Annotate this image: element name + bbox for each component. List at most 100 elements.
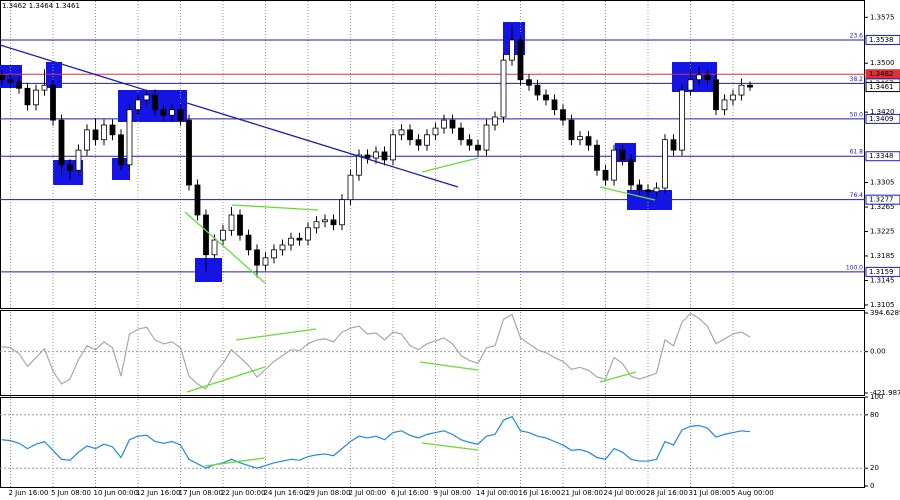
candle-body xyxy=(67,164,73,171)
candle-body xyxy=(670,139,677,151)
candle-body xyxy=(50,84,56,121)
candle-body xyxy=(288,237,294,246)
candle-body xyxy=(492,116,498,126)
y-tick-label: 100 xyxy=(870,393,883,401)
candle-body xyxy=(577,136,583,141)
fib-label: 23.6 xyxy=(850,32,864,39)
candle-body xyxy=(543,94,549,101)
x-tick-label: 2 Jul 00:00 xyxy=(349,489,387,497)
y-tick-label: 1.3145 xyxy=(870,276,895,284)
fib-label: 50.0 xyxy=(850,111,864,118)
candle-body xyxy=(432,127,439,136)
y-tick-label: 1.3185 xyxy=(870,252,895,260)
divergence-line xyxy=(421,157,479,173)
candle-body xyxy=(0,75,5,81)
level-label-box xyxy=(865,34,900,45)
candle-body xyxy=(84,129,90,151)
candle-body xyxy=(466,139,473,146)
candle-body xyxy=(143,94,150,101)
zone-box xyxy=(195,258,222,282)
candle-body xyxy=(109,124,116,136)
panel-frames xyxy=(0,0,865,488)
main-panel-frame xyxy=(0,0,865,309)
candle-body xyxy=(211,239,218,256)
last-price-box xyxy=(865,82,900,93)
candle-body xyxy=(228,214,235,231)
rsi-panel-frame xyxy=(0,397,865,488)
indicator-line xyxy=(1,312,751,390)
candle-body xyxy=(662,139,668,189)
fib-label: 61.8 xyxy=(850,149,864,156)
candle-body xyxy=(245,234,252,251)
candle-body xyxy=(458,127,464,141)
candle-body xyxy=(194,184,201,216)
trend-line xyxy=(0,44,459,188)
y-tick-label: 1.3305 xyxy=(870,179,895,187)
candle-body xyxy=(92,129,99,141)
candle-body xyxy=(679,89,685,151)
candle-body xyxy=(347,174,354,201)
candle-body xyxy=(24,87,31,106)
drawings xyxy=(0,44,656,467)
y-tick-label: 1.3265 xyxy=(870,203,895,211)
candle-body xyxy=(237,214,243,236)
candle-body xyxy=(271,249,277,259)
candle-body xyxy=(594,144,600,171)
fib-label: 76.4 xyxy=(850,192,864,199)
candle-body xyxy=(169,109,175,116)
candle-body xyxy=(373,151,379,159)
divergence-line xyxy=(231,204,319,211)
x-tick-label: 17 Jun 08:00 xyxy=(179,489,223,497)
candle-body xyxy=(738,84,745,96)
indicator-line xyxy=(1,415,751,469)
level-label-box xyxy=(865,113,900,124)
chart-title: 1.3462 1.3464 1.3461 xyxy=(2,2,80,10)
zone-box xyxy=(615,143,636,162)
y-tick-label: 0 xyxy=(870,482,874,490)
candle-body xyxy=(279,244,286,251)
candle-body xyxy=(415,139,422,146)
candle-body xyxy=(509,39,515,61)
divergence-line xyxy=(184,211,266,284)
candle-body xyxy=(160,109,167,116)
y-tick-label: 0.00 xyxy=(870,348,886,356)
divergence-line xyxy=(204,457,266,467)
x-tick-label: 5 Jun 08:00 xyxy=(51,489,91,497)
candle-body xyxy=(58,119,65,166)
candle-body xyxy=(152,94,158,111)
candle-body xyxy=(398,129,405,136)
candle-body xyxy=(75,149,82,171)
x-tick-label: 10 Jun 00:00 xyxy=(94,489,138,497)
divergence-line xyxy=(421,442,479,451)
x-tick-label: 5 Aug 00:00 xyxy=(731,489,774,497)
candle-body xyxy=(636,184,643,191)
candle-body xyxy=(126,109,133,166)
candle-body xyxy=(101,124,107,141)
y-tick-label: 1.3105 xyxy=(870,301,895,309)
candle-body xyxy=(330,219,337,226)
candle-body xyxy=(424,134,430,146)
y-tick-label: 20 xyxy=(870,464,879,472)
y-tick-label: 1.3575 xyxy=(870,13,895,21)
candle-body xyxy=(551,99,558,111)
y-tick-label: 1.3225 xyxy=(870,228,895,236)
candle-body xyxy=(381,151,388,161)
level-label: 1.3409 xyxy=(869,115,894,123)
fib-label: 100.0 xyxy=(846,264,863,271)
candle-body xyxy=(517,39,524,81)
x-tick-label: 24 Jun 16:00 xyxy=(264,489,308,497)
x-tick-label: 14 Jul 00:00 xyxy=(476,489,518,497)
level-label: 1.3482 xyxy=(869,70,894,78)
candle-body xyxy=(254,249,260,266)
candle-body xyxy=(721,99,728,111)
candle-body xyxy=(390,134,396,161)
candle-body xyxy=(203,214,209,256)
candle-body xyxy=(118,134,124,166)
candle-body xyxy=(653,187,660,193)
divergence-line xyxy=(235,328,317,341)
candle-body xyxy=(305,227,311,241)
candle-body xyxy=(7,79,14,83)
candle-body xyxy=(441,119,447,129)
